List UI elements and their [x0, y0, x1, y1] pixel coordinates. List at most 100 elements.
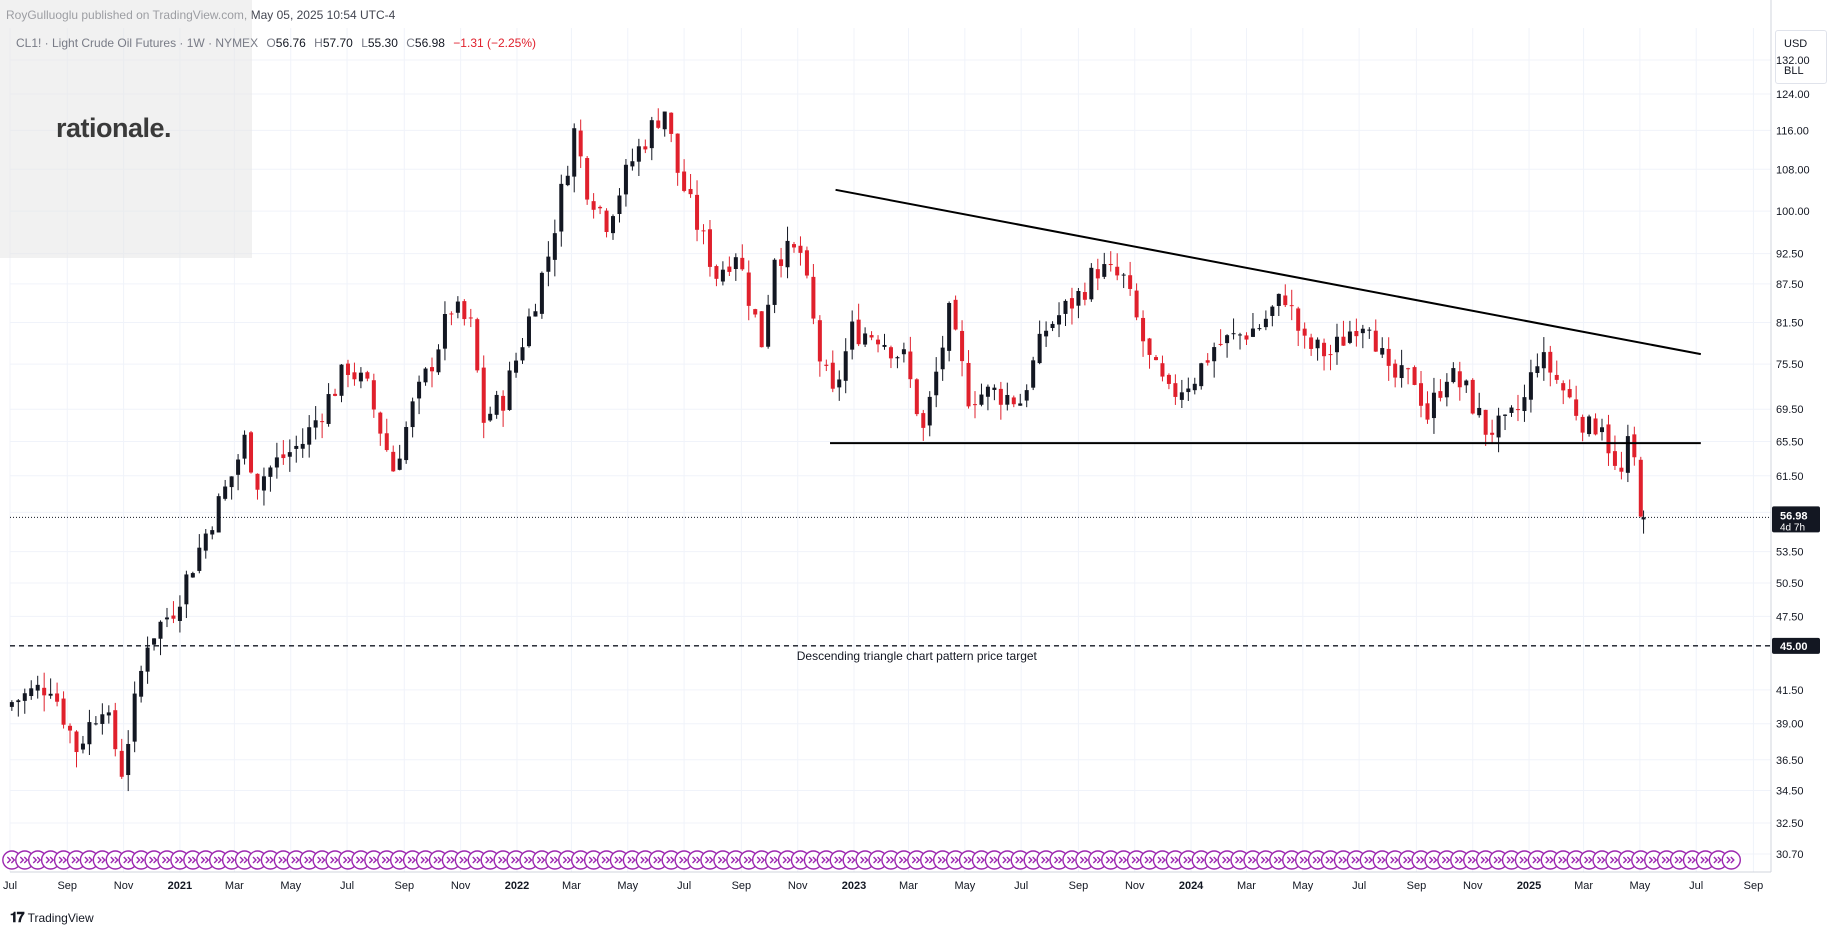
- pattern-lines: Descending triangle chart pattern price …: [10, 188, 1771, 663]
- event-marker-arrow: [1157, 856, 1166, 864]
- candle-body: [772, 259, 777, 305]
- candle-body: [462, 301, 467, 320]
- time-tick-label: Jul: [1014, 880, 1028, 892]
- event-marker-arrow: [523, 856, 533, 864]
- candle-body: [1108, 264, 1113, 266]
- time-tick-label: 2023: [842, 880, 866, 892]
- candle-body: [1393, 363, 1398, 378]
- candle-body: [481, 367, 486, 423]
- event-marker-arrow: [123, 856, 132, 864]
- candle-body: [1477, 407, 1482, 416]
- candle-body: [662, 111, 667, 130]
- candles: [9, 108, 1646, 792]
- event-marker-arrow: [588, 856, 598, 864]
- candle-body: [1641, 517, 1646, 520]
- candle-body: [229, 476, 234, 488]
- time-tick-label: Mar: [225, 880, 244, 892]
- event-marker-arrow: [368, 856, 378, 864]
- event-marker-arrow: [1416, 856, 1425, 864]
- candle-body: [811, 276, 816, 319]
- event-marker-arrow: [640, 856, 649, 864]
- current-price-label-bg: [1772, 506, 1820, 533]
- candle-body: [533, 311, 538, 317]
- event-marker-arrow: [1015, 856, 1024, 864]
- candle-body: [972, 404, 977, 406]
- candle-body: [1638, 459, 1643, 517]
- event-marker-arrow: [937, 856, 947, 864]
- candle-body: [779, 259, 784, 266]
- candle-body: [1179, 392, 1184, 400]
- candle-body: [843, 351, 848, 381]
- currency-label[interactable]: USD: [1784, 38, 1808, 50]
- event-marker-arrow: [1648, 856, 1658, 864]
- candle-body: [953, 299, 958, 330]
- candle-body: [591, 201, 596, 210]
- event-marker-arrow: [717, 856, 727, 864]
- candle-body: [1050, 323, 1055, 329]
- candle-body: [113, 710, 118, 750]
- candle-body: [261, 476, 266, 491]
- event-marker-arrow: [330, 856, 339, 864]
- event-marker-arrow: [1661, 856, 1671, 864]
- candle-body: [29, 688, 34, 697]
- scale-unit-box[interactable]: [1775, 30, 1827, 84]
- candle-body: [656, 120, 661, 128]
- price-tick-label: 36.50: [1776, 755, 1804, 767]
- candle-body: [759, 311, 764, 348]
- event-marker-arrow: [265, 856, 274, 864]
- candle-body: [126, 743, 131, 776]
- candle-body: [1600, 427, 1605, 433]
- candle-body: [1425, 403, 1430, 420]
- event-marker-arrow: [1493, 856, 1503, 864]
- unit-label[interactable]: BLL: [1784, 65, 1804, 77]
- candle-body: [313, 420, 318, 428]
- candle-body: [649, 120, 654, 149]
- candle-body: [158, 621, 163, 639]
- candle-body: [1528, 372, 1533, 400]
- candle-body: [449, 313, 454, 315]
- candle-body: [197, 547, 202, 571]
- event-marker-arrow: [1506, 856, 1515, 864]
- candle-body: [1276, 293, 1281, 306]
- change-value: −1.31 (−2.25%): [453, 36, 537, 50]
- candle-body: [1567, 389, 1572, 398]
- candle-body: [585, 158, 590, 200]
- candle-body: [371, 380, 376, 410]
- candle-body: [1515, 409, 1520, 411]
- event-marker-arrow: [911, 856, 921, 864]
- event-marker-arrow: [743, 856, 753, 864]
- candle-body: [1102, 264, 1107, 277]
- candle-body: [1296, 308, 1301, 331]
- candle-body: [720, 269, 725, 282]
- time-tick-label: Mar: [1574, 880, 1593, 892]
- footer[interactable]: 𝟏𝟕 TradingView: [10, 909, 94, 926]
- candle-body: [436, 349, 441, 373]
- event-marker-arrow: [84, 856, 93, 864]
- event-marker-arrow: [1622, 856, 1632, 864]
- candle-body: [507, 370, 512, 410]
- candle-body: [1173, 383, 1178, 397]
- event-marker-arrow: [1338, 856, 1347, 864]
- symbol-title[interactable]: CL1! · Light Crude Oil Futures · 1W · NY…: [16, 36, 259, 50]
- candle-body: [727, 266, 732, 272]
- candle-body: [682, 171, 687, 191]
- candle-body: [578, 130, 583, 157]
- event-marker-arrow: [627, 856, 636, 864]
- event-marker-arrow: [110, 856, 119, 864]
- event-marker-arrow: [97, 856, 106, 864]
- candle-body: [837, 379, 842, 388]
- event-marker-arrow: [252, 856, 261, 864]
- candle-body: [1593, 418, 1598, 435]
- event-marker-arrow: [1260, 856, 1270, 864]
- candle-body: [93, 723, 98, 725]
- event-marker-arrow: [1041, 856, 1050, 864]
- candle-body: [1263, 318, 1268, 328]
- event-marker-arrow: [847, 856, 856, 864]
- candle-body: [520, 347, 525, 361]
- candle-body: [236, 459, 241, 475]
- candle-body: [87, 722, 92, 745]
- candle-body: [1166, 374, 1171, 384]
- candle-body: [1354, 331, 1359, 337]
- event-marker-icon[interactable]: [1721, 850, 1741, 870]
